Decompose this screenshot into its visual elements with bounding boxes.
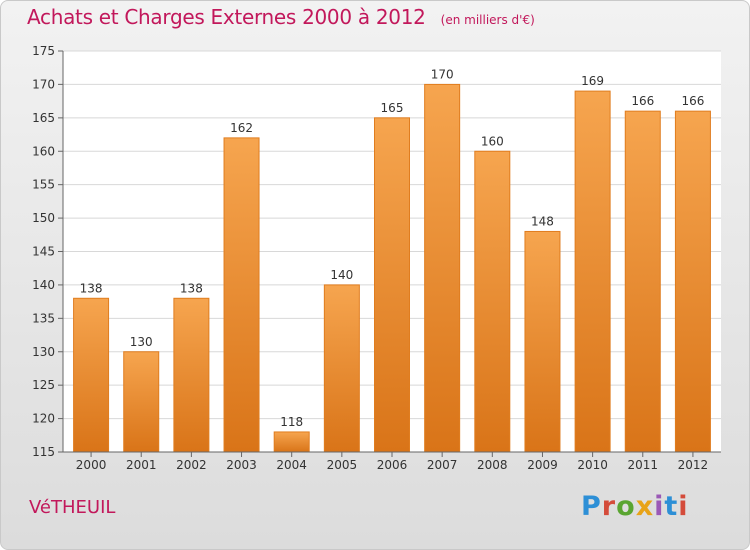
y-tick-label: 165 bbox=[32, 111, 55, 125]
y-tick-label: 150 bbox=[32, 211, 55, 225]
data-label-2012: 166 bbox=[681, 94, 704, 108]
data-label-2009: 148 bbox=[531, 214, 554, 228]
data-labels: 138 130 138 162 118 140 165 170 160 148 169 166 166 bbox=[80, 67, 705, 429]
y-tick-label: 120 bbox=[32, 412, 55, 426]
x-tick-label-2002: 2002 bbox=[176, 458, 207, 472]
bar-2000 bbox=[73, 297, 110, 453]
data-label-2005: 140 bbox=[330, 268, 353, 282]
brand-letter: o bbox=[616, 491, 636, 522]
x-tick-label-2010: 2010 bbox=[577, 458, 608, 472]
x-tick-label-2008: 2008 bbox=[477, 458, 508, 472]
x-tick-label-2011: 2011 bbox=[627, 458, 658, 472]
data-label-2010: 169 bbox=[581, 74, 604, 88]
y-tick-label: 115 bbox=[32, 445, 55, 459]
x-tick-label-2007: 2007 bbox=[427, 458, 458, 472]
brand-letter: r bbox=[601, 491, 617, 522]
x-tick-label-2012: 2012 bbox=[678, 458, 709, 472]
x-tick-label-2003: 2003 bbox=[226, 458, 257, 472]
data-label-2004: 118 bbox=[280, 415, 303, 429]
data-label-2007: 170 bbox=[431, 67, 454, 81]
bar-2007 bbox=[424, 83, 461, 453]
y-tick-label: 140 bbox=[32, 278, 55, 292]
y-tick-label: 160 bbox=[32, 144, 55, 158]
x-tick-label-2004: 2004 bbox=[276, 458, 307, 472]
brand-letter: i bbox=[678, 491, 689, 522]
bar-2010 bbox=[574, 90, 611, 453]
bar-2009 bbox=[524, 230, 561, 453]
brand-letter: t bbox=[664, 491, 679, 522]
y-tick-label: 130 bbox=[32, 345, 55, 359]
bar-2008 bbox=[474, 150, 511, 453]
chart-title: Achats et Charges Externes 2000 à 2012 bbox=[27, 5, 426, 29]
chart-header: Achats et Charges Externes 2000 à 2012 (… bbox=[27, 5, 535, 29]
bar-2012 bbox=[674, 110, 711, 453]
proxiti-logo: Proxiti bbox=[581, 491, 689, 522]
commune-name: VéTHEUIL bbox=[29, 497, 116, 518]
data-label-2002: 138 bbox=[180, 281, 203, 295]
brand-letter: i bbox=[654, 491, 665, 522]
y-tick-label: 145 bbox=[32, 245, 55, 259]
x-tick-label-2000: 2000 bbox=[76, 458, 107, 472]
unit-note: (en milliers d'€) bbox=[440, 13, 535, 27]
bar-2011 bbox=[624, 110, 661, 453]
data-label-2001: 130 bbox=[130, 335, 153, 349]
brand-letter: P bbox=[581, 491, 602, 522]
x-tick-label-2006: 2006 bbox=[377, 458, 408, 472]
axes: 115 120 125 130 135 140 145 150 155 160 165 170 175 2… bbox=[32, 44, 721, 472]
x-tick-label-2009: 2009 bbox=[527, 458, 558, 472]
x-tick-label-2005: 2005 bbox=[327, 458, 358, 472]
y-tick-label: 175 bbox=[32, 44, 55, 58]
data-label-2003: 162 bbox=[230, 121, 253, 135]
y-tick-label: 155 bbox=[32, 178, 55, 192]
bar-2005 bbox=[323, 284, 360, 453]
data-label-2006: 165 bbox=[381, 101, 404, 115]
bar-2003 bbox=[223, 137, 260, 453]
data-label-2008: 160 bbox=[481, 134, 504, 148]
bar-2001 bbox=[123, 351, 160, 453]
y-tick-label: 170 bbox=[32, 77, 55, 91]
bar-2004 bbox=[273, 431, 310, 453]
y-tick-label: 135 bbox=[32, 311, 55, 325]
bar-2006 bbox=[374, 117, 410, 453]
y-tick-label: 125 bbox=[32, 378, 55, 392]
brand-letter: x bbox=[635, 491, 655, 522]
data-label-2000: 138 bbox=[80, 281, 103, 295]
x-tick-label-2001: 2001 bbox=[126, 458, 157, 472]
bar-2002 bbox=[173, 297, 210, 453]
data-label-2011: 166 bbox=[631, 94, 654, 108]
